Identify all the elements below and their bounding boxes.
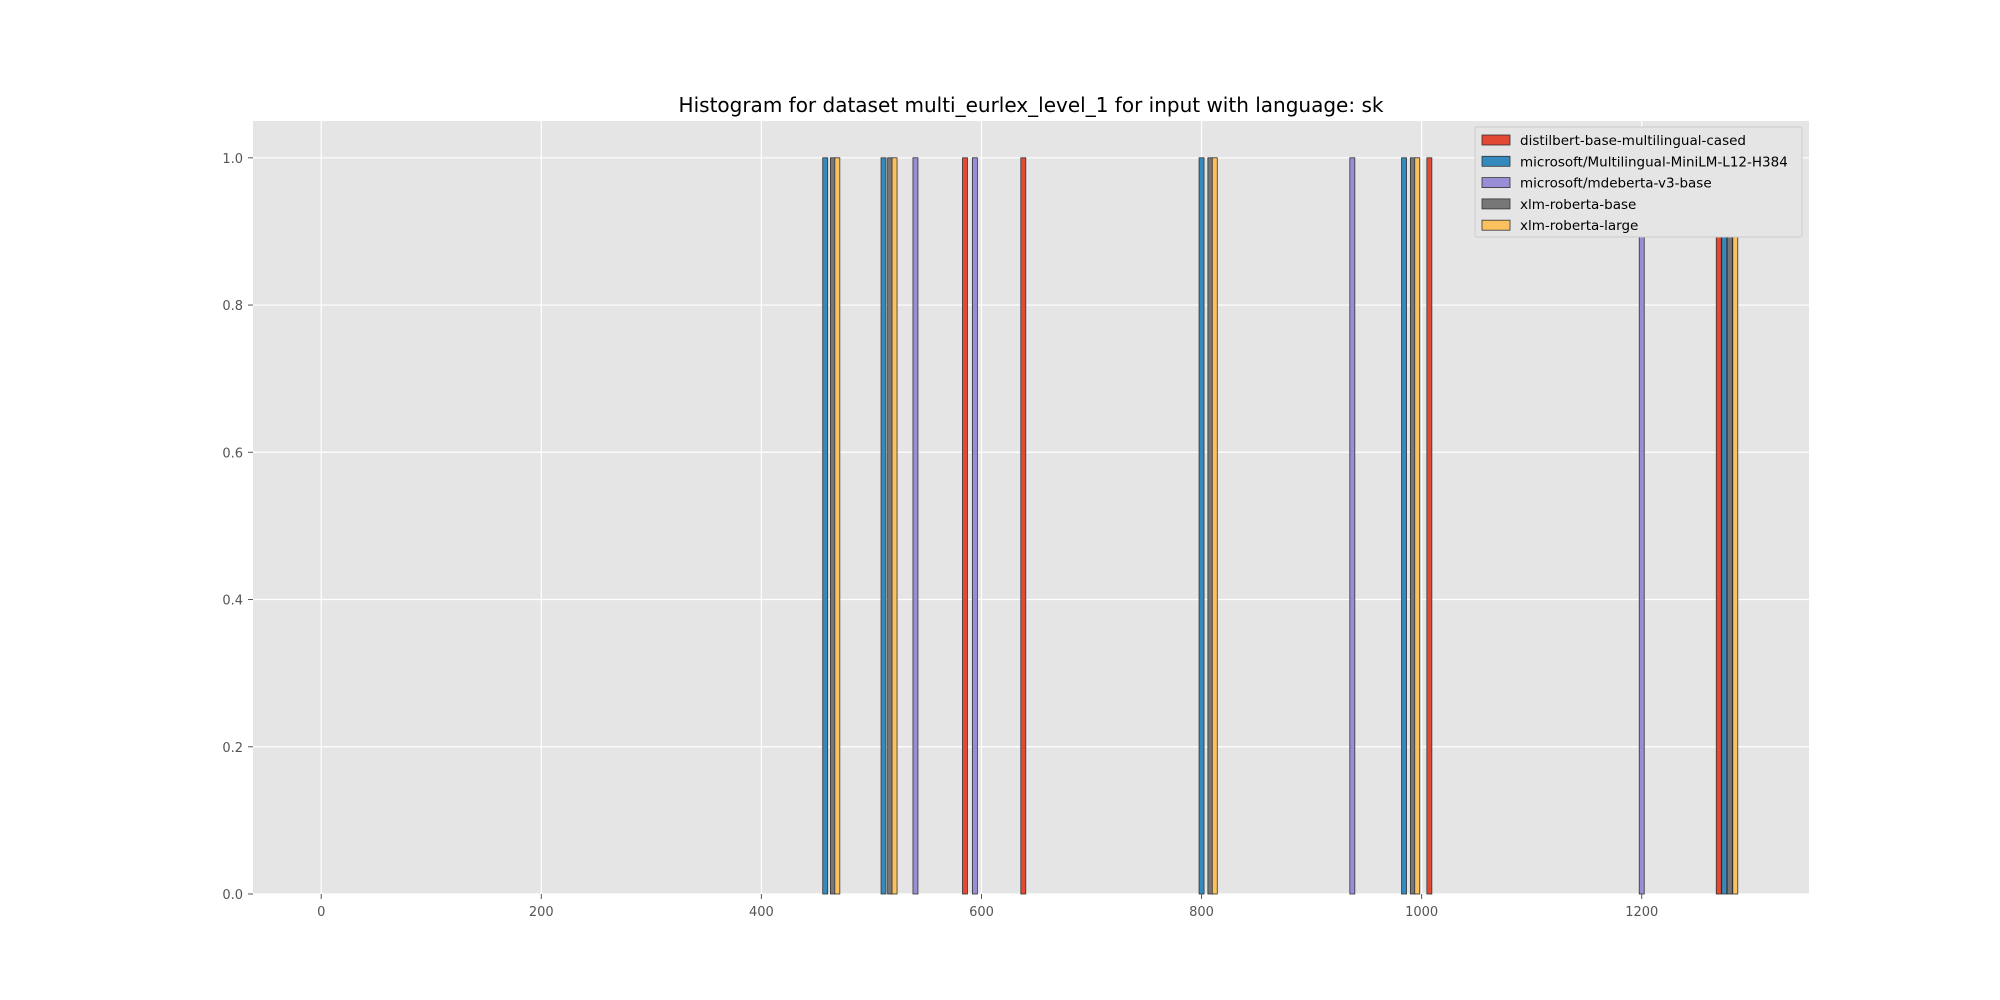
bar-2 <box>971 157 978 895</box>
bar-1 <box>880 157 887 895</box>
y-tick-label: 1.0 <box>222 152 243 167</box>
chart-title: Histogram for dataset multi_eurlex_level… <box>679 93 1384 117</box>
bar-2 <box>1638 157 1645 895</box>
x-tick-label: 200 <box>529 905 554 920</box>
bar-1 <box>822 157 829 895</box>
grid-lines <box>253 121 1809 895</box>
y-tick-label: 0.8 <box>222 299 243 314</box>
legend-swatch <box>1481 198 1511 210</box>
legend-swatch <box>1481 219 1511 231</box>
legend-label: distilbert-base-multilingual-cased <box>1520 133 1746 149</box>
bar-4 <box>1211 157 1218 895</box>
plot-background <box>253 121 1809 894</box>
x-tick-label: 400 <box>749 905 774 920</box>
bar-0 <box>962 157 968 895</box>
bar-2 <box>1349 157 1356 895</box>
bar-0 <box>1426 157 1433 895</box>
x-tick-label: 800 <box>1189 905 1214 920</box>
x-tick-label: 0 <box>317 905 325 920</box>
bar-0 <box>1715 157 1722 895</box>
bar-4 <box>834 157 841 895</box>
y-tick-label: 0.4 <box>222 594 243 609</box>
bar-0 <box>1020 157 1027 895</box>
y-axis-ticks: 0.0 0.2 0.4 0.6 0.8 1.0 <box>222 152 253 903</box>
legend-label: microsoft/Multilingual-MiniLM-L12-H384 <box>1520 154 1788 170</box>
legend-swatch <box>1481 177 1511 189</box>
legend-swatch <box>1481 155 1511 167</box>
x-tick-label: 600 <box>969 905 994 920</box>
bar-2 <box>912 157 919 895</box>
y-tick-label: 0.6 <box>222 446 243 461</box>
x-tick-label: 1000 <box>1405 905 1438 920</box>
legend-label: xlm-roberta-large <box>1520 218 1638 234</box>
legend: distilbert-base-multilingual-cased micros… <box>1474 126 1803 238</box>
x-axis-ticks: 0 200 400 600 800 1000 1200 <box>317 894 1658 920</box>
bars <box>822 157 1739 895</box>
legend-label: xlm-roberta-base <box>1520 197 1636 213</box>
y-tick-label: 0.2 <box>222 741 243 756</box>
bar-3 <box>1726 157 1733 895</box>
bar-1 <box>1401 157 1407 895</box>
bar-1 <box>1198 157 1205 895</box>
bar-4 <box>891 157 898 895</box>
legend-frame <box>1474 126 1803 238</box>
legend-label: microsoft/mdeberta-v3-base <box>1520 176 1712 192</box>
bar-4 <box>1414 157 1421 895</box>
legend-swatch <box>1481 134 1511 146</box>
x-tick-label: 1200 <box>1625 905 1658 920</box>
y-tick-label: 0.0 <box>222 888 243 903</box>
bar-1 <box>1721 157 1728 895</box>
bar-4 <box>1732 157 1739 895</box>
